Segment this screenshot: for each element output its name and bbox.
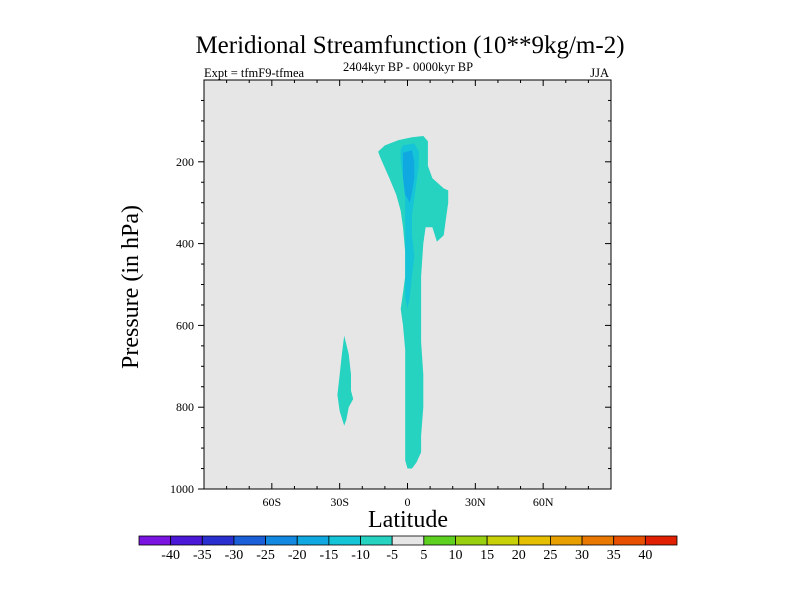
colorbar-label: -40 xyxy=(161,548,180,563)
y-tick-label: 200 xyxy=(176,155,194,169)
x-tick-label: 60N xyxy=(533,495,554,509)
colorbar-swatch xyxy=(170,535,203,546)
colorbar-swatch xyxy=(613,535,646,546)
y-tick-label: 1000 xyxy=(170,482,194,496)
colorbar-label: -15 xyxy=(320,548,339,563)
colorbar-swatch xyxy=(455,535,488,546)
x-tick-label: 30N xyxy=(465,495,486,509)
subtitle-time-range: 2404kyr BP - 0000kyr BP xyxy=(343,60,473,74)
colorbar-label: 30 xyxy=(575,548,589,563)
colorbar-swatch xyxy=(486,535,520,546)
colorbar-swatch xyxy=(233,535,266,546)
colorbar-label: -25 xyxy=(256,548,275,563)
colorbar-label: -5 xyxy=(386,548,398,563)
contour-region-1 xyxy=(337,335,354,426)
colorbar: -40 -35 -30 -25 -20 -15 -10 -5 5 10 15 20 25 30 35 40 xyxy=(138,535,678,563)
colorbar-swatch xyxy=(328,535,361,546)
colorbar-label: 10 xyxy=(448,548,462,563)
colorbar-swatch xyxy=(644,535,678,546)
colorbar-swatch xyxy=(423,535,456,546)
subtitle-season: JJA xyxy=(590,66,609,80)
chart-title: Meridional Streamfunction (10**9kg/m-2) xyxy=(195,32,624,59)
colorbar-swatch xyxy=(201,535,235,546)
contour-region-0 xyxy=(378,136,449,469)
colorbar-swatch xyxy=(360,535,393,546)
colorbar-label: 15 xyxy=(480,548,494,563)
colorbar-label: 35 xyxy=(607,548,621,563)
colorbar-swatch xyxy=(550,535,583,546)
y-axis-label: Pressure (in hPa) xyxy=(118,205,144,369)
x-axis-label: Latitude xyxy=(368,507,448,533)
contour-region-3 xyxy=(403,150,415,203)
colorbar-swatch xyxy=(581,535,615,546)
colorbar-label: 5 xyxy=(420,548,427,563)
colorbar-label: -10 xyxy=(351,548,370,563)
colorbar-label: -35 xyxy=(193,548,212,563)
y-tick-label: 800 xyxy=(176,400,194,414)
y-tick-label: 400 xyxy=(176,237,194,251)
plot-area xyxy=(203,79,612,490)
colorbar-swatch xyxy=(518,535,551,546)
colorbar-swatch xyxy=(265,535,298,546)
colorbar-label: 40 xyxy=(638,548,652,563)
subtitle-experiment: Expt = tfmF9-tfmea xyxy=(204,66,305,80)
axis-ticks: 60S 30S 0 30N 60N 200 400 600 800 1000 xyxy=(170,80,611,509)
x-tick-label: 0 xyxy=(405,495,411,509)
x-tick-label: 60S xyxy=(262,495,281,509)
colorbar-swatch xyxy=(296,535,330,546)
colorbar-swatch xyxy=(138,535,172,546)
colorbar-label: 20 xyxy=(512,548,526,563)
colorbar-swatch xyxy=(391,535,425,546)
y-tick-label: 600 xyxy=(176,318,194,332)
colorbar-label: -30 xyxy=(225,548,244,563)
colorbar-label: -20 xyxy=(288,548,307,563)
x-tick-label: 30S xyxy=(330,495,349,509)
colorbar-label: 25 xyxy=(543,548,557,563)
